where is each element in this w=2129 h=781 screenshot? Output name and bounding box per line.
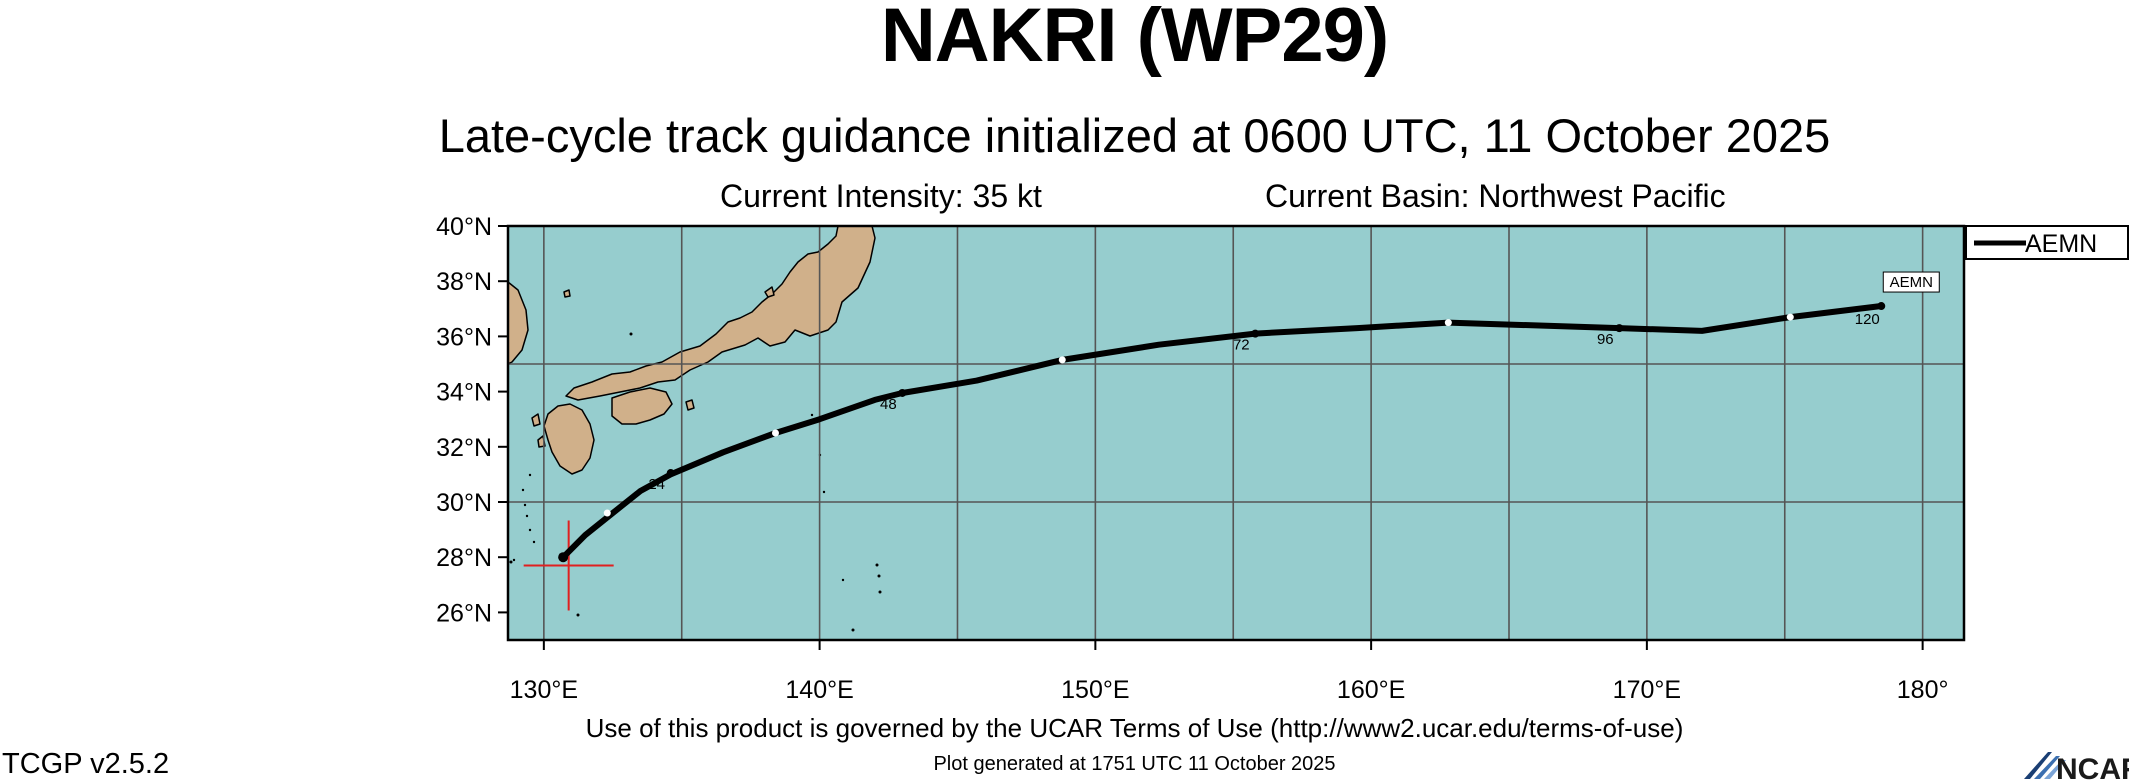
track-point-closed — [666, 469, 675, 478]
track-point-open — [1058, 356, 1066, 364]
lat-tick-label: 38°N — [436, 268, 492, 296]
track-hour-label: 24 — [648, 476, 665, 493]
lat-tick-label: 30°N — [436, 489, 492, 517]
lon-tick-label: 150°E — [1061, 676, 1129, 704]
axis-ticks: 40°N 38°N 36°N 34°N 32°N 30°N 28°N 26°N 130°E 140… — [436, 213, 1948, 704]
lat-tick-label: 36°N — [436, 323, 492, 351]
island-2 — [764, 286, 775, 298]
track-point-open — [1786, 313, 1794, 321]
island-1 — [685, 399, 695, 411]
track-hour-label: 120 — [1855, 311, 1880, 328]
version-text: TCGP v2.5.2 — [2, 748, 170, 780]
ocean-background — [508, 226, 1964, 640]
track-labels: 24 48 72 96 120 AEMN — [648, 271, 1940, 493]
track-point-closed — [898, 388, 907, 397]
track-point-closed — [1615, 324, 1624, 333]
lat-tick-label: 26°N — [436, 599, 492, 627]
track-point-closed — [1251, 329, 1260, 338]
track-hour-label: 48 — [880, 396, 897, 413]
map-frame — [506, 224, 1966, 642]
island-5 — [563, 289, 571, 298]
lon-tick-label: 160°E — [1337, 676, 1405, 704]
plot-generated-text: Plot generated at 1751 UTC 11 October 20… — [933, 753, 1336, 775]
honshu-landmass — [565, 226, 876, 401]
lat-tick-label: 40°N — [436, 213, 492, 241]
track-hour-label: 96 — [1597, 331, 1614, 348]
lat-tick-label: 34°N — [436, 379, 492, 407]
current-position-crosshair — [523, 520, 614, 611]
current-intensity: Current Intensity: 35 kt — [720, 178, 1042, 214]
legend: AEMN — [1965, 225, 2129, 260]
ncar-logo: NCAR — [2024, 752, 2129, 780]
track-aemn — [558, 302, 1886, 563]
track-line-aemn — [560, 303, 1885, 561]
track-point-open — [771, 429, 779, 437]
map-grid — [508, 226, 1964, 640]
lat-tick-label: 28°N — [436, 544, 492, 572]
current-basin: Current Basin: Northwest Pacific — [1265, 178, 1726, 214]
track-end-label: AEMN — [1890, 274, 1933, 291]
track-hour-label: 72 — [1233, 337, 1250, 354]
lon-tick-label: 180° — [1897, 676, 1949, 704]
terms-of-use-text: Use of this product is governed by the U… — [585, 713, 1684, 743]
lon-tick-label: 130°E — [510, 676, 578, 704]
track-end-label-box — [1882, 271, 1940, 293]
lon-tick-label: 140°E — [785, 676, 853, 704]
track-point-open — [1444, 319, 1452, 327]
page-subtitle: Late-cycle track guidance initialized at… — [438, 109, 1831, 162]
track-point-open — [603, 509, 611, 517]
track-point-closed — [1877, 302, 1886, 311]
shikoku-landmass — [611, 387, 673, 425]
page-title: NAKRI (WP29) — [880, 0, 1389, 78]
lat-tick-label: 32°N — [436, 434, 492, 462]
island-3 — [531, 413, 541, 427]
legend-label-aemn: AEMN — [2025, 230, 2097, 258]
lon-tick-label: 170°E — [1613, 676, 1681, 704]
track-point-start — [558, 552, 569, 563]
land-masses — [508, 226, 876, 475]
kyushu-landmass — [543, 403, 595, 475]
ncar-logo-text: NCAR — [2056, 753, 2129, 780]
